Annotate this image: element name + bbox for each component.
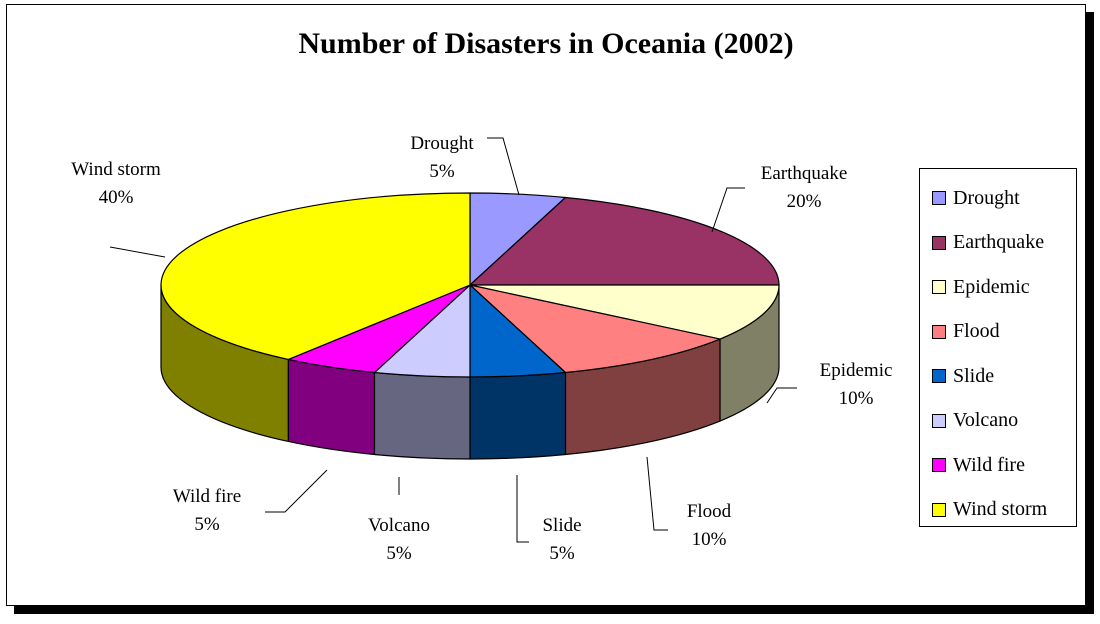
slice-earthquake — [469, 196, 780, 286]
legend-item-drought: Drought — [920, 176, 1076, 220]
leader-line-earthquake — [711, 187, 745, 233]
data-label-drought: Drought 5% — [410, 130, 473, 186]
legend-label: Epidemic — [953, 275, 1030, 298]
data-label-category: Wind storm — [71, 159, 161, 180]
data-label-percent: 5% — [549, 543, 575, 564]
data-label-category: Slide — [542, 515, 582, 536]
legend-label: Wild fire — [953, 453, 1025, 476]
legend: Drought Earthquake Epidemic Flood Slide Volca… — [919, 168, 1077, 527]
legend-item-epidemic: Epidemic — [920, 265, 1076, 309]
data-label-volcano: Volcano 5% — [368, 512, 430, 568]
legend-swatch — [932, 413, 946, 428]
legend-swatch — [932, 324, 946, 339]
chart-frame: Number of Disasters in Oceania (2002) Dr… — [6, 4, 1086, 606]
legend-item-slide: Slide — [920, 354, 1076, 398]
slice-side-slide — [469, 371, 567, 460]
data-label-flood: Flood 10% — [687, 498, 731, 554]
legend-swatch — [932, 458, 946, 472]
slice-wind-storm — [160, 192, 471, 361]
legend-label: Flood — [953, 320, 1000, 342]
slice-side-volcano — [373, 371, 471, 460]
data-label-slide: Slide 5% — [542, 512, 581, 568]
legend-label: Volcano — [953, 409, 1019, 431]
leader-line-wild-fire — [265, 469, 328, 513]
data-label-percent: 40% — [98, 187, 134, 208]
data-label-percent: 10% — [691, 529, 727, 550]
slice-epidemic — [469, 284, 780, 340]
legend-item-volcano: Volcano — [920, 399, 1076, 443]
slice-flood — [469, 284, 721, 374]
pie-chart — [109, 137, 797, 543]
data-label-category: Epidemic — [819, 360, 893, 381]
legend-label: Slide — [953, 364, 995, 387]
legend-item-flood: Flood — [920, 310, 1076, 354]
legend-item-wind-storm: Wind storm — [920, 488, 1076, 532]
legend-item-wild-fire: Wild fire — [920, 443, 1076, 487]
data-label-category: Earthquake — [760, 163, 848, 184]
leader-line-wind-storm — [109, 246, 166, 258]
legend-swatch — [932, 191, 946, 205]
data-label-category: Wild fire — [172, 486, 242, 507]
legend-swatch — [932, 502, 946, 517]
legend-label: Earthquake — [953, 231, 1045, 253]
legend-swatch — [932, 369, 946, 383]
data-label-category: Drought — [410, 133, 474, 154]
data-label-percent: 5% — [386, 543, 412, 564]
data-label-wild-fire: Wild fire 5% — [173, 483, 241, 539]
legend-label: Drought — [953, 186, 1020, 209]
leader-line-flood — [646, 456, 668, 531]
data-label-category: Volcano — [368, 515, 430, 536]
data-label-wind-storm: Wind storm 40% — [71, 156, 160, 212]
legend-label: Wind storm — [953, 498, 1048, 520]
data-label-category: Flood — [686, 501, 732, 522]
leader-line-drought — [487, 137, 520, 196]
data-label-percent: 5% — [194, 514, 220, 535]
legend-item-earthquake: Earthquake — [920, 221, 1076, 265]
leader-line-slide — [516, 475, 529, 543]
leader-line-epidemic — [766, 387, 797, 404]
data-label-percent: 5% — [429, 161, 455, 182]
chart-title: Number of Disasters in Oceania (2002) — [298, 27, 794, 60]
legend-swatch — [932, 280, 946, 294]
data-label-percent: 10% — [838, 388, 874, 409]
data-label-percent: 20% — [786, 191, 822, 212]
data-label-earthquake: Earthquake 20% — [761, 160, 848, 216]
data-label-epidemic: Epidemic 10% — [820, 357, 893, 413]
legend-swatch — [932, 235, 946, 250]
slice-side-wild-fire — [287, 358, 376, 456]
